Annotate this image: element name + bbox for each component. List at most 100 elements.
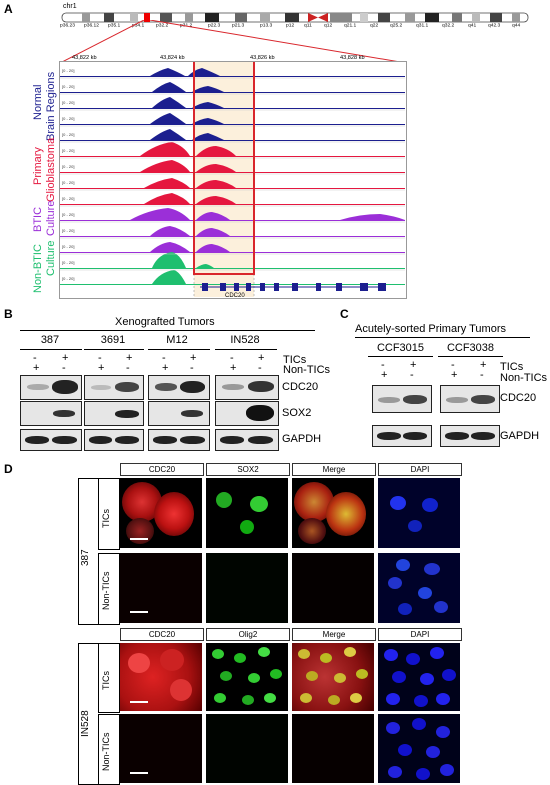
header-merge: Merge <box>292 463 376 476</box>
chromosome-name: chr1 <box>63 3 77 10</box>
img-in528-tics-merge <box>292 643 374 711</box>
sign: - <box>480 369 484 381</box>
img-in528-tics-olig2 <box>206 643 288 711</box>
cell-line-ccf3038: CCF3038 <box>446 342 495 354</box>
blot-cdc20-m12 <box>148 375 210 400</box>
band-label: q44 <box>512 23 521 28</box>
legend-tics: TICs <box>283 354 307 366</box>
band-label: q32.2 <box>442 23 455 28</box>
band-label: p22.3 <box>208 23 221 28</box>
group-label-btic-2: Culture <box>45 200 57 236</box>
track-range: [0 - 20] <box>62 228 75 233</box>
row-label-tics: TICs <box>101 671 111 690</box>
row-label-tics: TICs <box>101 509 111 528</box>
track-range: [0 - 20] <box>62 276 75 281</box>
track-range: [0 - 20] <box>62 164 75 169</box>
img-387-nontics-dapi <box>378 553 460 623</box>
band-label: p31.2 <box>180 23 193 28</box>
marker-cdc20: CDC20 <box>500 392 537 404</box>
sign: + <box>381 369 388 381</box>
track-range-labels: [0 - 20] [0 - 20] [0 - 20] [0 - 20] [0 -… <box>62 63 82 287</box>
track-range: [0 - 20] <box>62 116 75 121</box>
band-label: q12 <box>324 23 333 28</box>
sign: + <box>190 352 197 364</box>
row-tics-frame <box>98 643 120 713</box>
band-label: p12 <box>286 23 295 28</box>
img-in528-nontics-cdc20 <box>120 714 202 783</box>
group-387-bracket <box>78 478 99 625</box>
sign: - <box>410 369 414 381</box>
img-387-nontics-sox2 <box>206 553 288 623</box>
band-label: p35.1 <box>108 23 121 28</box>
group-label-btic-1: BTIC <box>32 206 44 232</box>
img-387-nontics-cdc20 <box>120 553 202 623</box>
legend-non-tics: Non-TICs <box>283 364 331 376</box>
scale-bar <box>130 538 148 540</box>
track-range: [0 - 20] <box>62 244 75 249</box>
sign: + <box>33 362 40 374</box>
band-label: p13.3 <box>260 23 273 28</box>
scale-bar <box>130 611 148 613</box>
coord-tick: 43,826 kb <box>250 55 275 61</box>
track-range: [0 - 20] <box>62 196 75 201</box>
blot-gapdh-m12 <box>148 429 210 451</box>
track-range: [0 - 20] <box>62 260 75 265</box>
sign: + <box>410 359 417 371</box>
chip-seq-tracks <box>60 62 405 297</box>
panel-label-b: B <box>4 307 13 321</box>
coord-tick: 43,828 kb <box>340 55 365 61</box>
blot-cdc20-3691 <box>84 375 144 400</box>
panel-b-title-rule <box>20 330 315 331</box>
sign: - <box>98 352 102 364</box>
marker-gapdh: GAPDH <box>282 433 322 445</box>
line-387: 387 <box>80 549 91 566</box>
img-in528-tics-cdc20 <box>120 643 202 711</box>
sign: + <box>230 362 237 374</box>
blot-sox2-in528 <box>215 401 279 426</box>
sign: - <box>381 359 385 371</box>
img-387-tics-sox2 <box>206 478 288 548</box>
img-in528-nontics-olig2 <box>206 714 288 783</box>
chromosome-ideogram <box>61 12 529 23</box>
band-label: p36.12 <box>84 23 99 28</box>
panel-label-c: C <box>340 307 349 321</box>
track-range: [0 - 20] <box>62 148 75 153</box>
sign: - <box>230 352 234 364</box>
header-cdc20: CDC20 <box>120 463 204 476</box>
cell-line-3691: 3691 <box>100 334 126 346</box>
header-sox2: SOX2 <box>206 463 290 476</box>
blot-sox2-m12 <box>148 401 210 426</box>
band-label: q21.1 <box>344 23 357 28</box>
band-label: q42.3 <box>488 23 501 28</box>
sign: + <box>162 362 169 374</box>
rule <box>84 349 144 350</box>
sign: - <box>162 352 166 364</box>
cell-line-ccf3015: CCF3015 <box>376 342 425 354</box>
panel-c-title-rule <box>355 337 530 338</box>
group-label-normal-2: Brain Regions <box>45 71 57 141</box>
legend-tics: TICs <box>500 361 524 373</box>
group-label-nonbtic-1: Non-BTIC <box>32 244 44 293</box>
blot-sox2-387 <box>20 401 82 426</box>
rule <box>368 356 433 357</box>
header-merge: Merge <box>292 628 376 641</box>
blot-cdc20-ccf3038 <box>440 385 500 413</box>
sign: + <box>480 359 487 371</box>
band-labels: p36.23 p36.12 p35.1 p34.1 p32.2 p31.2 p2… <box>60 23 532 31</box>
coord-tick: 43,824 kb <box>160 55 185 61</box>
track-range: [0 - 20] <box>62 132 75 137</box>
track-range: [0 - 20] <box>62 100 75 105</box>
group-label-nonbtic-2: Culture <box>45 240 57 276</box>
blot-gapdh-3691 <box>84 429 144 451</box>
band-label: p32.2 <box>156 23 169 28</box>
sign: - <box>62 362 66 374</box>
sign: + <box>258 352 265 364</box>
rule <box>148 349 210 350</box>
gene-label: CDC20 <box>225 293 245 299</box>
img-387-tics-cdc20 <box>120 478 202 548</box>
sign: - <box>33 352 37 364</box>
sign: - <box>451 359 455 371</box>
marker-sox2: SOX2 <box>282 407 312 419</box>
sign: + <box>451 369 458 381</box>
marker-cdc20: CDC20 <box>282 381 319 393</box>
